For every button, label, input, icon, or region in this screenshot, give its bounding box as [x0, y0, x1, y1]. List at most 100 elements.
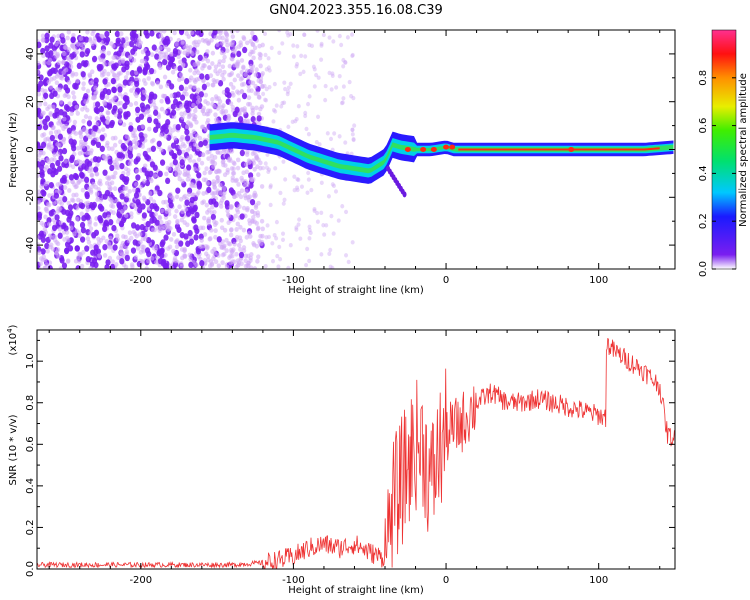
- spectrum-dot: [78, 198, 84, 204]
- spectrum-dot: [109, 121, 115, 129]
- spectrum-dot: [95, 156, 102, 163]
- spectrum-dot: [99, 72, 105, 78]
- spectrum-dot: [107, 158, 113, 165]
- spectrum-dot: [305, 190, 310, 195]
- spectrum-dot: [312, 84, 317, 89]
- spectrum-dot: [168, 226, 173, 231]
- spectrum-dot: [196, 146, 201, 152]
- spectrum-dot: [141, 212, 147, 219]
- spectrum-dot: [280, 41, 285, 46]
- spectrum-dot: [160, 208, 165, 214]
- spectrum-dot: [93, 184, 99, 190]
- spectrum-dot: [52, 90, 58, 97]
- spectrum-dot: [312, 67, 317, 72]
- spectrum-dot: [322, 232, 327, 237]
- spectrum-dot: [180, 39, 185, 45]
- spectrum-dot: [92, 124, 98, 132]
- spectrum-dot: [61, 137, 67, 142]
- spectrum-dot: [57, 189, 62, 195]
- spectrum-dot: [220, 105, 225, 110]
- spectrum-dot: [199, 260, 205, 267]
- spectrum-dot: [219, 40, 225, 46]
- spectrum-dot: [81, 46, 86, 52]
- spectrum-dot: [40, 87, 45, 93]
- spectrum-dot: [202, 63, 207, 69]
- spectrum-dot: [164, 220, 169, 226]
- spectrum-dot: [56, 116, 62, 121]
- spectrum-dot: [138, 239, 143, 245]
- spectrum-dot: [241, 170, 246, 176]
- spectrum-dot: [48, 209, 54, 217]
- spectrum-dot: [307, 227, 312, 233]
- spectrum-dot: [271, 108, 276, 113]
- spectrum-dot: [181, 195, 187, 200]
- spectrum-dot: [205, 180, 210, 186]
- spectrum-dot: [227, 72, 232, 78]
- spectrum-dot: [67, 204, 74, 211]
- spectrum-dot: [38, 74, 44, 81]
- spectrum-dot: [84, 158, 90, 166]
- spectrum-dot: [110, 259, 115, 265]
- spectrum-dot: [213, 234, 218, 240]
- spectrum-dot: [306, 170, 311, 176]
- spectrum-dot: [76, 180, 81, 186]
- spectrum-dot: [142, 163, 148, 169]
- spectrum-dot: [327, 35, 332, 40]
- spectrum-dot: [211, 256, 216, 262]
- spectrum-dot: [138, 184, 143, 190]
- spectrum-dot: [238, 76, 244, 82]
- spectrum-dot: [282, 197, 287, 202]
- spectrum-dot: [79, 172, 85, 179]
- spectrum-dot: [267, 234, 272, 240]
- spectrum-dot: [272, 233, 277, 238]
- spectrum-dot: [44, 208, 50, 214]
- spectrum-dot: [128, 102, 134, 108]
- spectrum-dot: [91, 55, 98, 63]
- spectrum-dot: [269, 45, 274, 51]
- spectrum-dot: [216, 252, 221, 258]
- spectrum-dot: [158, 84, 164, 90]
- spectrum-dot: [121, 122, 127, 128]
- spectrum-dot: [261, 165, 266, 171]
- spectrum-dot: [101, 48, 106, 54]
- spectrum-dot: [54, 214, 60, 221]
- spectrum-dot: [314, 140, 319, 145]
- spectrum-dot: [241, 64, 246, 70]
- spectrum-dot: [69, 111, 74, 117]
- spectrum-dot: [234, 227, 239, 232]
- spectrum-dot: [161, 224, 167, 230]
- spectrum-dot: [213, 34, 219, 40]
- spectrum-dot: [94, 107, 101, 115]
- spectrum-dot: [330, 265, 335, 269]
- spectrum-dot: [58, 109, 64, 116]
- spectrum-dot: [56, 33, 61, 39]
- spectrum-dot: [109, 164, 115, 172]
- spectrum-dot: [58, 220, 64, 226]
- spectrum-dot: [140, 124, 146, 130]
- spectrum-dot: [87, 72, 92, 78]
- spectrum-dot: [73, 173, 80, 181]
- spectrum-dot: [251, 160, 257, 166]
- spectrum-dot: [341, 64, 346, 69]
- spectrum-dot: [147, 126, 152, 132]
- spectrum-dot: [205, 117, 211, 123]
- spectrum-dot: [186, 192, 192, 197]
- spectrum-dot: [61, 147, 68, 155]
- spectrum-dot: [179, 137, 184, 142]
- spectrum-dot: [331, 183, 336, 189]
- spectrum-dot: [71, 94, 77, 100]
- spectrum-dot: [212, 184, 217, 190]
- spectrum-dot: [140, 244, 145, 250]
- spectrum-dot: [41, 150, 46, 156]
- spectrum-dot: [222, 227, 228, 233]
- spectrum-dot: [198, 140, 204, 148]
- spectrum-dot: [182, 254, 188, 260]
- tail-dot: [402, 191, 407, 198]
- spectrum-dot: [203, 126, 209, 132]
- spectrum-dot: [37, 41, 42, 49]
- spectrum-dot: [282, 100, 287, 105]
- spectrum-dot: [307, 94, 312, 99]
- spectrum-dot: [74, 245, 80, 252]
- spectrum-dot: [102, 243, 108, 251]
- spectrum-dot: [111, 72, 117, 78]
